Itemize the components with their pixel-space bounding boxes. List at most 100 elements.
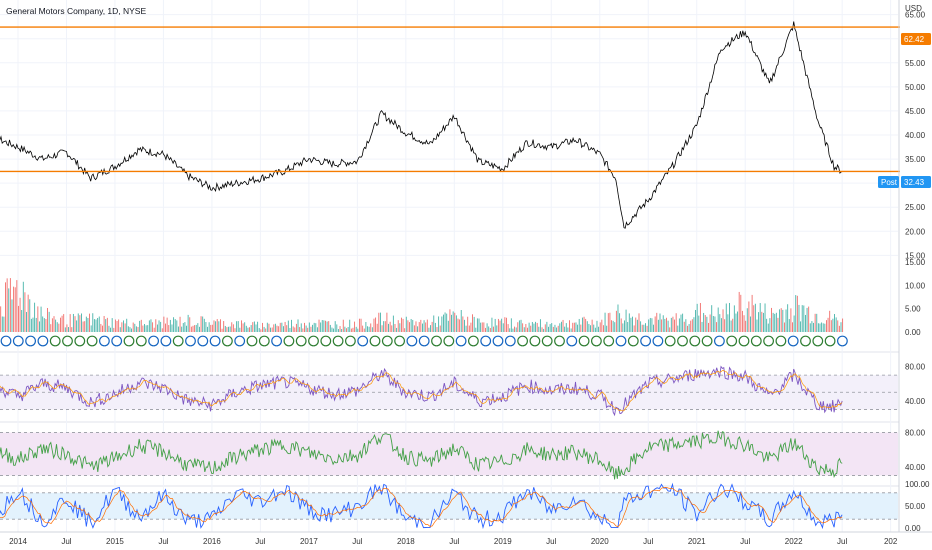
volume-bar — [84, 321, 86, 332]
volume-bar — [355, 326, 357, 332]
price-axis[interactable]: 65.0060.0055.0050.0045.0040.0035.0030.00… — [905, 11, 930, 533]
price-axis-tick: 20.00 — [905, 227, 926, 236]
volume-bar — [827, 317, 829, 332]
volume-bar — [617, 304, 619, 332]
volume-bar — [39, 321, 40, 332]
volume-bar — [822, 323, 824, 332]
volume-bar — [304, 322, 305, 332]
volume-bar — [134, 323, 136, 332]
volume-bar — [716, 322, 718, 332]
dividend-marker — [418, 335, 430, 347]
volume-bar — [265, 328, 267, 332]
volume-bar — [539, 319, 541, 332]
volume-bar — [174, 319, 176, 332]
earnings-marker — [345, 335, 356, 347]
volume-bar — [305, 325, 307, 332]
volume-bar — [630, 317, 632, 332]
volume-bar — [391, 325, 393, 332]
volume-bar — [320, 322, 322, 332]
volume-bar — [323, 320, 325, 332]
volume-bar — [6, 278, 8, 332]
volume-bar — [821, 322, 823, 332]
volume-bar — [181, 326, 183, 332]
dividend-marker — [25, 335, 36, 347]
oscillator-pane[interactable] — [0, 430, 898, 480]
time-axis[interactable]: 2014 Jul 2015 Jul 2016 Jul 2017 Jul 2018 Jul 2019 J… — [9, 537, 898, 546]
resistance-price-value: 62.42 — [904, 35, 925, 44]
volume-bar — [691, 319, 693, 332]
dividend-marker — [148, 335, 160, 347]
post-label: Post — [881, 178, 898, 187]
time-axis-tick: Jul — [837, 537, 847, 546]
resistance-price-tag[interactable]: 62.42 — [901, 33, 931, 45]
volume-bar — [210, 324, 212, 332]
earnings-marker — [246, 335, 258, 347]
volume-bar — [121, 322, 123, 332]
volume-bar — [224, 325, 226, 332]
volume-bar — [699, 302, 701, 332]
volume-axis-tick: 5.00 — [905, 305, 921, 314]
volume-bar — [79, 315, 81, 332]
volume-pane[interactable] — [0, 278, 844, 332]
volume-bar — [229, 326, 231, 332]
volume-bar — [585, 318, 587, 332]
volume-bar — [42, 316, 44, 332]
volume-bar — [365, 321, 367, 332]
volume-bar — [439, 325, 441, 332]
volume-bar — [215, 321, 217, 332]
volume-bar — [383, 321, 385, 332]
volume-bar — [625, 309, 627, 332]
earnings-marker — [750, 335, 762, 347]
volume-bar — [826, 320, 827, 332]
volume-bar — [565, 323, 567, 332]
dividend-marker — [492, 335, 504, 347]
volume-bar — [798, 304, 800, 332]
volume-bar — [601, 319, 603, 332]
volume-bar — [451, 314, 452, 332]
volume-bar — [732, 318, 734, 332]
volume-bar — [318, 319, 320, 332]
volume-bar — [360, 318, 362, 332]
time-axis-tick: Jul — [158, 537, 168, 546]
volume-bar — [720, 318, 722, 332]
volume-bar — [801, 305, 803, 332]
volume-bar — [570, 328, 572, 332]
dividend-marker — [0, 335, 12, 347]
volume-bar — [268, 323, 270, 332]
volume-bar — [507, 324, 509, 332]
volume-bar — [443, 314, 444, 332]
volume-bar — [701, 321, 703, 332]
volume-bar — [384, 321, 386, 332]
post-price-tag[interactable]: Post 32.43 — [878, 176, 931, 188]
volume-bar — [420, 319, 422, 332]
volume-bar — [425, 322, 427, 332]
dividend-marker — [197, 335, 209, 347]
volume-bar — [666, 317, 667, 332]
volume-bar — [783, 322, 785, 332]
volume-bar — [155, 319, 157, 332]
stochastic-pane[interactable] — [0, 482, 898, 530]
volume-bar — [13, 286, 15, 332]
volume-bar — [599, 322, 601, 332]
volume-bar — [341, 329, 343, 332]
volume-bar — [244, 322, 246, 332]
volume-bar — [690, 320, 692, 332]
rsi-pane[interactable] — [0, 365, 898, 417]
volume-bar — [346, 328, 347, 332]
dividend-marker — [12, 335, 24, 347]
earnings-marker — [86, 335, 98, 347]
volume-bar — [176, 320, 178, 332]
price-pane[interactable] — [0, 21, 900, 229]
volume-bar — [300, 323, 302, 332]
volume-bar — [832, 318, 834, 332]
volume-bar — [614, 322, 616, 332]
volume-bar — [11, 299, 13, 332]
volume-bar — [457, 318, 459, 332]
volume-bar — [635, 317, 637, 332]
price-axis-tick: 50.00 — [905, 83, 926, 92]
volume-bar — [708, 322, 709, 332]
volume-bar — [95, 319, 97, 332]
volume-bar — [3, 316, 5, 332]
volume-bar — [98, 316, 100, 332]
